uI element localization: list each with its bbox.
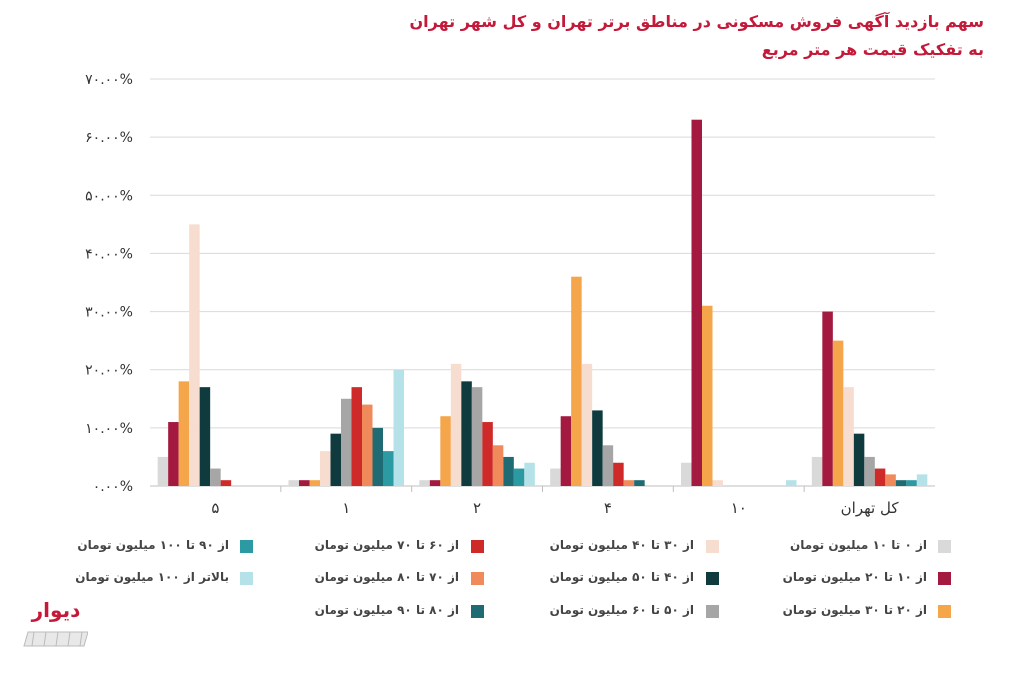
bar: [419, 480, 430, 486]
bar: [811, 456, 823, 486]
x-tick-label: ۴: [604, 499, 612, 517]
legend-swatch: [471, 540, 484, 553]
bar: [581, 363, 593, 486]
bar: [634, 480, 645, 486]
y-tick-label: ۰.۰۰%: [93, 479, 133, 495]
y-tick-label: ۵۰.۰۰%: [85, 188, 133, 204]
legend-label: بالاتر از ۱۰۰ میلیون تومان: [75, 570, 229, 584]
bar: [832, 340, 844, 486]
bar: [157, 456, 169, 486]
x-tick-label: ۱: [342, 499, 350, 517]
bar: [351, 387, 362, 486]
legend-label: از ۵۰ تا ۶۰ میلیون تومان: [549, 603, 694, 617]
bar: [440, 416, 451, 486]
y-tick-label: ۶۰.۰۰%: [85, 130, 133, 146]
x-tick-label: ۱۰: [731, 499, 747, 517]
bar: [341, 398, 352, 486]
bar: [450, 363, 462, 486]
bar: [786, 480, 797, 486]
chart-subtitle: به تفکیک قیمت هر متر مربع: [761, 40, 984, 59]
legend-swatch: [706, 572, 719, 585]
logo-text: دیوار: [31, 598, 81, 622]
bar: [571, 276, 582, 486]
chart-title-block: سهم بازدید آگهی فروش مسکونی در مناطق برت…: [164, 8, 984, 64]
bar: [220, 480, 232, 486]
x-tick-label: ۵: [211, 499, 219, 517]
y-tick-label: ۱۰.۰۰%: [85, 421, 133, 437]
legend-swatch: [240, 540, 253, 553]
x-tick-label: ۲: [473, 499, 481, 517]
bar: [916, 474, 928, 486]
legend-swatch: [706, 540, 719, 553]
bar: [822, 311, 833, 486]
bar: [210, 468, 221, 486]
bar: [623, 480, 635, 486]
bar: [524, 462, 535, 486]
bar: [864, 456, 875, 486]
legend-label: از ۶۰ تا ۷۰ میلیون تومان: [314, 538, 459, 552]
chart-title: سهم بازدید آگهی فروش مسکونی در مناطق برت…: [409, 12, 984, 31]
bar: [471, 387, 483, 486]
bar: [895, 480, 907, 486]
bar: [681, 462, 692, 486]
bar: [513, 468, 525, 486]
legend-swatch: [938, 605, 951, 618]
legend-label: از ۰ تا ۱۰ میلیون تومان: [789, 538, 927, 552]
bar: [702, 305, 713, 486]
y-tick-label: ۷۰.۰۰%: [85, 72, 133, 88]
bar: [393, 369, 404, 486]
bar: [613, 462, 624, 486]
bar: [330, 433, 341, 486]
legend-swatch: [706, 605, 719, 618]
logo-tent-icon: [23, 631, 88, 647]
bar: [503, 456, 514, 486]
bar: [362, 404, 373, 486]
bar: [602, 445, 614, 486]
bar: [178, 381, 190, 486]
legend-swatch: [471, 605, 484, 618]
bar: [168, 422, 179, 486]
legend-swatch: [471, 572, 484, 585]
bar: [189, 224, 200, 486]
bar: [383, 451, 394, 486]
y-tick-label: ۴۰.۰۰%: [85, 246, 133, 262]
legend-label: از ۸۰ تا ۹۰ میلیون تومان: [314, 603, 459, 617]
bar: [429, 480, 441, 486]
bar: [906, 480, 917, 486]
y-tick-label: ۳۰.۰۰%: [85, 305, 133, 321]
bar: [372, 427, 383, 486]
bar: [874, 468, 886, 486]
legend-label: از ۳۰ تا ۴۰ میلیون تومان: [549, 538, 694, 552]
legend-swatch: [240, 572, 253, 585]
legend-swatch: [938, 572, 951, 585]
legend-swatch: [938, 540, 951, 553]
legend-label: از ۲۰ تا ۳۰ میلیون تومان: [782, 603, 927, 617]
bar: [482, 422, 493, 486]
bar: [199, 387, 211, 486]
bar: [712, 480, 723, 486]
legend-label: از ۱۰ تا ۲۰ میلیون تومان: [782, 570, 927, 584]
divar-logo: دیوار: [20, 596, 88, 660]
bar: [550, 468, 561, 486]
bar: [560, 416, 572, 486]
bar: [853, 433, 865, 486]
bar: [843, 387, 854, 486]
bar: [691, 119, 702, 486]
bar: [309, 480, 320, 486]
bar: [299, 480, 310, 486]
bar: [320, 451, 331, 486]
legend-label: از ۹۰ تا ۱۰۰ میلیون تومان: [77, 538, 229, 552]
bar: [592, 410, 603, 486]
bar: [492, 445, 504, 486]
bar: [885, 474, 896, 486]
bar: [288, 480, 299, 486]
x-tick-label: کل تهران: [841, 499, 900, 517]
legend-label: از ۴۰ تا ۵۰ میلیون تومان: [549, 570, 694, 584]
bar: [461, 381, 472, 486]
legend-label: از ۷۰ تا ۸۰ میلیون تومان: [314, 570, 459, 584]
y-tick-label: ۲۰.۰۰%: [85, 363, 133, 379]
